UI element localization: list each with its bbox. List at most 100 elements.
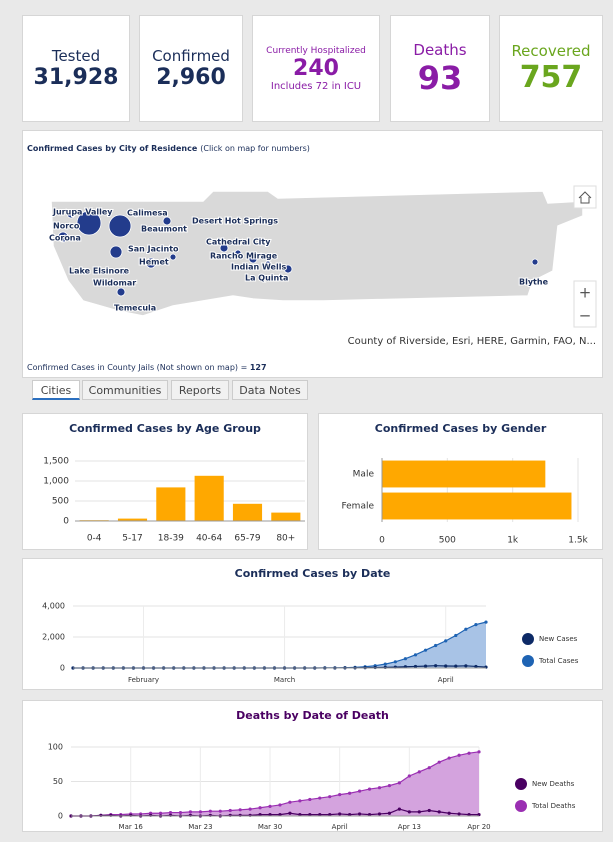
x-tick-label: 500 (439, 536, 456, 546)
kpi-card: Recovered 757 (499, 15, 603, 122)
city-label: Corona (49, 234, 81, 243)
line (71, 751, 480, 817)
point (403, 657, 408, 661)
x-tick-label: 65-79 (234, 534, 260, 544)
chart-title: Confirmed Cases by Gender (375, 422, 547, 435)
y-tick-label: 2,000 (42, 633, 65, 642)
chart-title: Confirmed Cases by Date (235, 567, 391, 580)
point (228, 808, 232, 813)
point (168, 810, 173, 815)
point (348, 813, 352, 817)
point (397, 781, 401, 785)
map[interactable]: Confirmed Cases by City of Residence (Cli… (23, 131, 602, 377)
point (367, 787, 372, 791)
tab[interactable]: Communities (82, 380, 168, 400)
x-tick-label: Mar 16 (119, 823, 144, 831)
home-button[interactable] (573, 185, 597, 209)
point (407, 774, 411, 778)
point (357, 812, 362, 816)
map-hint: (Click on map for numbers) (200, 144, 310, 153)
point (464, 627, 468, 631)
legend-marker (522, 633, 534, 645)
chart-panel: Confirmed Cases by Gender 0 500 1k 1.5k Male F… (318, 413, 603, 550)
city-label: Indian Wells (231, 263, 286, 272)
city-label: Lake Elsinore (69, 267, 130, 276)
point (387, 784, 392, 788)
kpi-label: Confirmed (152, 47, 230, 65)
point (318, 796, 322, 800)
x-tick-label: 5-17 (122, 534, 142, 544)
point (158, 811, 163, 815)
city-label: Calimesa (127, 209, 168, 218)
x-tick-label: Mar 23 (188, 823, 212, 831)
point (437, 760, 441, 764)
chart-title: Deaths by Date of Death (236, 709, 389, 722)
chart-panel: Confirmed Cases by Date 0 2,000 4,000 Februa… (22, 558, 603, 690)
tab[interactable]: Cities (32, 380, 80, 400)
kpi-value: 2,960 (156, 65, 226, 90)
kpi-card: Tested 31,928 (22, 15, 130, 122)
point (383, 662, 387, 666)
city-bubble (264, 260, 272, 268)
point (413, 664, 418, 669)
svg-text:Confirmed Cases in County Jail: Confirmed Cases in County Jails (Not sho… (27, 363, 267, 372)
point (278, 813, 282, 817)
point (397, 807, 401, 811)
kpi-card: Currently Hospitalized 240 Includes 72 in … (252, 15, 380, 122)
point (258, 813, 262, 817)
x-tick-label: 0-4 (87, 534, 102, 544)
point (178, 810, 183, 815)
chart: Deaths by Date of Death 0 50 100 Mar 16 Mar 2… (48, 709, 576, 831)
point (367, 813, 372, 817)
point (328, 795, 332, 799)
point (248, 807, 252, 811)
tab[interactable]: Data Notes (232, 380, 308, 400)
x-tick-label: Mar 30 (258, 823, 282, 831)
kpi-value: 240 (293, 55, 339, 81)
city-bubble (283, 264, 293, 274)
point (338, 793, 342, 797)
city-bubble (66, 209, 76, 219)
city-label: Temecula (114, 304, 156, 313)
point (298, 813, 302, 817)
point (454, 633, 458, 638)
point (423, 648, 428, 652)
x-tick-label: March (274, 676, 295, 684)
point (238, 808, 242, 812)
zoom-out[interactable]: − (579, 307, 592, 325)
x-tick-label: April (438, 676, 454, 684)
point (484, 620, 488, 624)
kpi-card: Deaths 93 (390, 15, 490, 122)
bar (117, 518, 148, 521)
point (457, 812, 461, 816)
point (434, 664, 438, 668)
city-bubble (119, 267, 127, 275)
point (427, 766, 431, 770)
tab[interactable]: Reports (171, 380, 229, 400)
kpi-value: 31,928 (33, 65, 119, 90)
point (298, 799, 302, 803)
point (198, 810, 202, 814)
zoom-in[interactable]: + (579, 284, 592, 302)
bar (271, 512, 301, 521)
city-bubble (234, 249, 242, 257)
point (328, 813, 332, 817)
point (434, 643, 438, 648)
y-tick-label: 4,000 (42, 602, 65, 611)
x-tick-label: 80+ (276, 534, 295, 544)
point (444, 639, 448, 643)
point (338, 812, 342, 816)
legend-label: New Cases (539, 635, 578, 643)
chart-panel: Confirmed Cases by Age Group 0 500 1,000 1,5… (22, 413, 308, 550)
point (413, 653, 418, 657)
x-tick-label: April (332, 823, 348, 831)
point (474, 623, 478, 627)
zoom-control[interactable] (573, 280, 597, 328)
x-tick-label: 18-39 (158, 534, 184, 544)
point (444, 664, 448, 668)
point (288, 800, 292, 804)
city-bubble (169, 253, 177, 261)
kpi-label: Recovered (511, 42, 591, 60)
legend-marker (515, 778, 527, 790)
home-icon (578, 191, 592, 204)
